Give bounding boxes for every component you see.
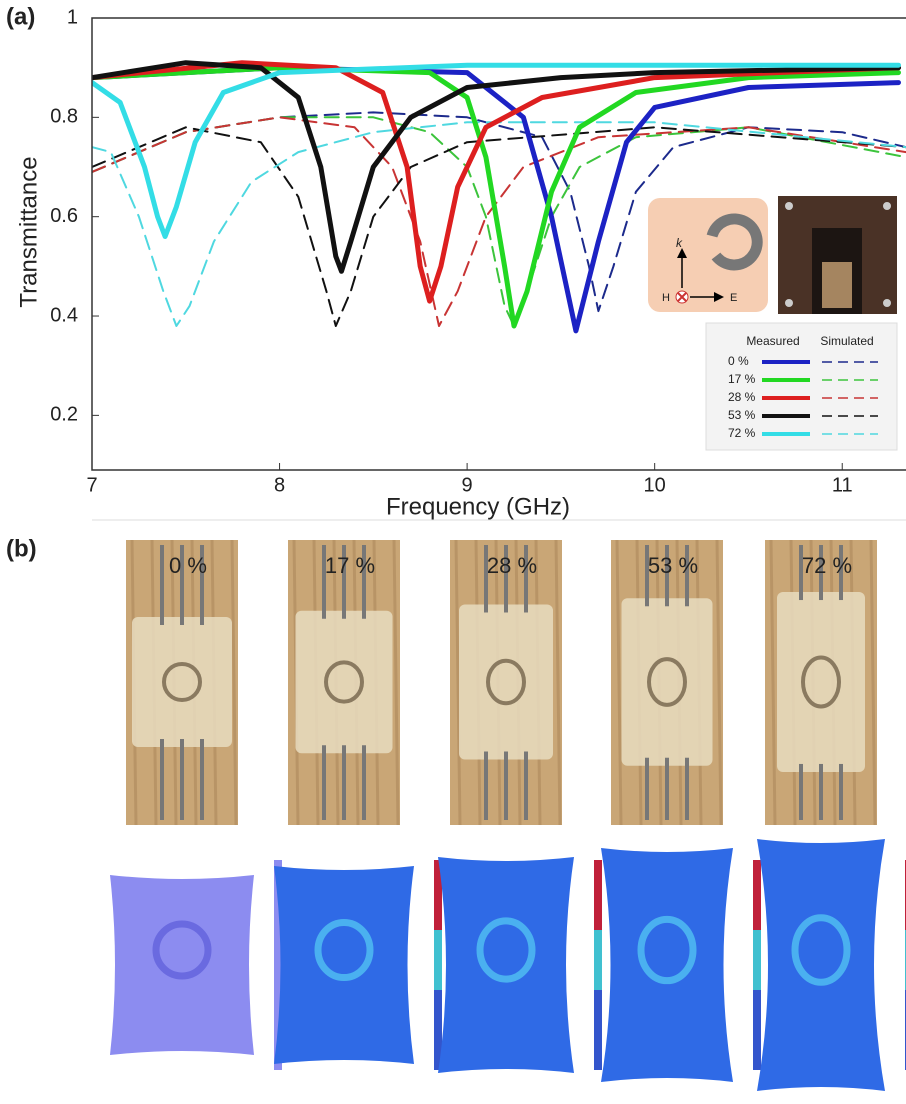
sample-pad [132,617,232,747]
simulated-line [92,116,906,327]
wood-grain [869,539,877,826]
legend-box [705,322,898,451]
sim-shape [757,839,885,1091]
colorbar-mid [594,930,602,990]
legend-header: Simulated [820,334,873,348]
sample-label: 53 % [648,553,698,578]
x-tick-label: 8 [274,474,285,496]
legend-label: 53 % [728,408,756,422]
legend-header: Measured [746,334,799,348]
simulated-line [92,121,906,327]
wood-grain [554,539,562,826]
inset-photo [778,196,897,314]
measured-line [92,60,901,274]
arrowhead [714,292,724,302]
colorbar-mid [753,930,761,990]
y-tick-label: 1 [67,6,78,28]
legend-label: 0 % [728,354,749,368]
x-tick-label: 7 [86,474,97,496]
simulated-line [92,126,906,327]
x-tick-label: 9 [462,474,473,496]
sample-label: 17 % [325,553,375,578]
wood-grain [454,539,462,826]
axes-frame [91,17,906,471]
y-tick-label: 0.8 [50,106,78,128]
screw [883,202,891,210]
simulated-line [92,111,906,313]
sample-label: 72 % [802,553,852,578]
screw [785,202,793,210]
inset-box [648,198,768,312]
legend-label: 28 % [728,390,756,404]
sample-label: 0 % [169,553,207,578]
panel-b: 0 % 17 % 28 % 53 % 72 % [110,539,906,1091]
ring [647,657,687,707]
legend-label: 72 % [728,426,756,440]
measured-line [92,62,901,239]
inset-schematic: k H E [648,198,768,312]
inset-label: H [662,292,670,304]
field-symbol [677,292,687,302]
sim-shape [601,848,733,1082]
sim-ring [791,914,851,986]
colorbar-mid [434,930,442,990]
legend-label: 17 % [728,372,756,386]
colorbar-top [594,860,602,930]
plot-area [92,60,906,334]
x-axis-label: Frequency (GHz) [386,493,570,520]
y-tick-label: 0.4 [50,304,78,326]
arrowhead [677,248,687,258]
y-tick-label: 0.2 [50,404,78,426]
sim-shape [438,857,574,1073]
x-tick-label: 11 [832,474,853,496]
wood-grain [230,539,238,826]
inset-label: E [730,292,737,304]
sample-pad [777,592,865,772]
sample-pad [621,598,713,766]
panel-label: (b) [6,535,37,562]
screw [883,299,891,307]
colorbar-top [753,860,761,930]
sim-ring [637,915,697,985]
sample-pad [295,610,393,754]
sim-shape [274,866,414,1064]
y-tick-label: 0.6 [50,205,78,227]
colorbar [274,860,282,1070]
wood-grain [769,539,777,826]
sim-shape [110,875,254,1055]
y-axis-label: Transmittance [15,156,42,307]
sim-ring [152,920,212,980]
ring [801,655,841,709]
ring [162,662,202,702]
ring [324,660,364,704]
photo-sample [822,262,852,308]
simulated-line [92,116,906,327]
wood-grain [715,539,723,826]
colorbar-top [434,860,442,930]
wood-grain [392,539,400,826]
sample-label: 28 % [487,553,537,578]
sim-ring [476,917,536,983]
ring [706,213,763,271]
measured-line [92,65,901,329]
panel-label: (a) [6,3,35,30]
ring [486,658,526,706]
sample-pad [459,604,553,760]
x-tick-label: 10 [644,474,666,496]
measured-line [92,60,901,304]
inset-label: k [676,236,683,250]
wood-grain [615,539,623,826]
screw [785,299,793,307]
sim-ring [314,918,374,982]
